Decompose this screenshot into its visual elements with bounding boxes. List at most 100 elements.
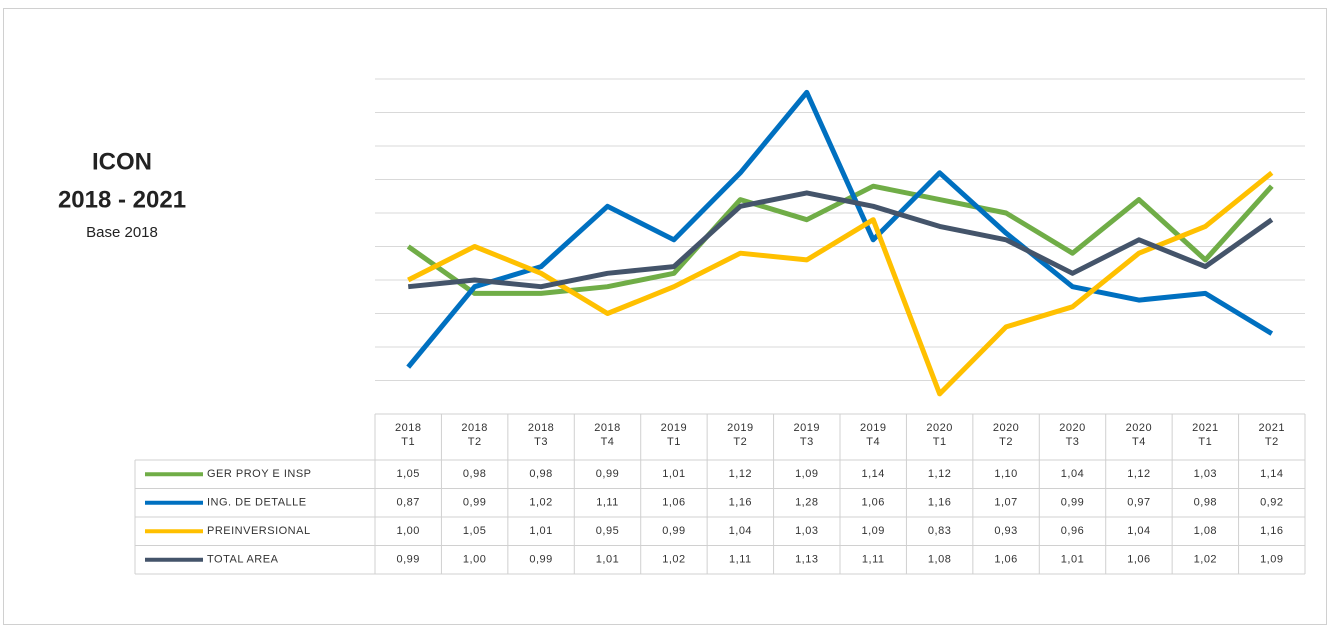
series-line [406, 183, 1274, 296]
data-label: 1,09 [1260, 554, 1283, 566]
x-tick-label-line: T3 [1066, 436, 1080, 448]
data-label: 1,06 [862, 497, 885, 509]
data-label: 0,98 [463, 468, 486, 480]
data-label: 1,11 [862, 554, 885, 566]
x-tick-label: 2019 T4 [860, 422, 886, 448]
x-tick-label-line: 2018 [461, 422, 487, 434]
data-label: 1,05 [397, 468, 420, 480]
frame [3, 8, 1327, 625]
x-tick-label-line: 2019 [727, 422, 753, 434]
x-tick-label-line: 2020 [1059, 422, 1085, 434]
x-tick-label-line: T2 [999, 436, 1013, 448]
data-label: 1,10 [994, 468, 1017, 480]
data-label: 1,07 [994, 497, 1017, 509]
data-label: 1,16 [928, 497, 951, 509]
data-label: 1,04 [1127, 525, 1150, 537]
data-label: 1,00 [397, 525, 420, 537]
x-tick-label-line: T1 [401, 436, 415, 448]
data-label: 0,96 [1061, 525, 1084, 537]
data-label: 1,14 [862, 468, 885, 480]
x-tick-label: 2019 T1 [661, 422, 687, 448]
data-label: 0,93 [994, 525, 1017, 537]
data-label: 1,04 [729, 525, 752, 537]
x-tick-label-line: T1 [933, 436, 947, 448]
x-tick-label: 2020 T2 [993, 422, 1019, 448]
x-tick-label: 2020 T4 [1126, 422, 1152, 448]
data-label: 1,03 [1194, 468, 1217, 480]
series-line [407, 190, 1274, 290]
data-label: 0,97 [1127, 497, 1150, 509]
x-tick-label: 2018 T4 [594, 422, 620, 448]
data-label: 1,01 [662, 468, 685, 480]
x-tick-label-line: 2018 [528, 422, 554, 434]
data-label: 0,99 [1061, 497, 1084, 509]
series-line [407, 170, 1274, 397]
data-label: 1,11 [596, 497, 619, 509]
data-label: 1,08 [928, 554, 951, 566]
x-tick-label-line: T3 [534, 436, 548, 448]
data-label: 1,12 [1127, 468, 1150, 480]
data-label: 1,01 [596, 554, 619, 566]
data-label: 1,14 [1260, 468, 1283, 480]
data-label: 1,13 [795, 554, 818, 566]
data-label: 0,98 [529, 468, 552, 480]
data-label: 1,09 [862, 525, 885, 537]
data-label: 1,16 [1260, 525, 1283, 537]
x-tick-label-line: 2020 [1126, 422, 1152, 434]
data-label: 1,05 [463, 525, 486, 537]
data-label: 0,99 [596, 468, 619, 480]
chart-title: ICON [92, 148, 152, 175]
x-tick-label: 2018 T3 [528, 422, 554, 448]
data-label: 1,00 [463, 554, 486, 566]
data-label: 1,09 [795, 468, 818, 480]
x-tick-label-line: 2018 [395, 422, 421, 434]
x-tick-label-line: 2020 [926, 422, 952, 434]
x-tick-label-line: 2020 [993, 422, 1019, 434]
x-tick-label-line: T2 [1265, 436, 1279, 448]
x-tick-label-line: T4 [866, 436, 880, 448]
data-label: 1,02 [662, 554, 685, 566]
x-tick-label-line: T1 [1198, 436, 1212, 448]
x-tick-label-line: T2 [733, 436, 747, 448]
legend-label: ING. DE DETALLE [207, 497, 307, 509]
x-tick-label-line: T1 [667, 436, 681, 448]
x-tick-label: 2020 T3 [1059, 422, 1085, 448]
data-label: 1,12 [928, 468, 951, 480]
x-tick-label-line: 2019 [661, 422, 687, 434]
x-tick-label: 2019 T3 [794, 422, 820, 448]
legend-label: GER PROY E INSP [207, 468, 312, 480]
x-tick-label-line: T4 [601, 436, 615, 448]
x-tick-label: 2021 T1 [1192, 422, 1218, 448]
x-tick-label: 2021 T2 [1259, 422, 1285, 448]
x-tick-label-line: T4 [1132, 436, 1146, 448]
chart-note: Base 2018 [86, 224, 158, 241]
legend-label: TOTAL AREA [207, 554, 279, 566]
data-label: 1,08 [1194, 525, 1217, 537]
legend-label: PREINVERSIONAL [207, 525, 311, 537]
data-label: 1,06 [1127, 554, 1150, 566]
data-label: 0,99 [662, 525, 685, 537]
data-label: 1,11 [729, 554, 752, 566]
x-tick-label-line: 2021 [1192, 422, 1218, 434]
x-tick-label: 2020 T1 [926, 422, 952, 448]
data-label: 1,06 [662, 497, 685, 509]
x-tick-label-line: 2021 [1259, 422, 1285, 434]
data-label: 0,99 [397, 554, 420, 566]
x-tick-label-line: T2 [468, 436, 482, 448]
data-label: 1,12 [729, 468, 752, 480]
x-tick-label-line: 2019 [794, 422, 820, 434]
x-tick-label: 2018 T2 [461, 422, 487, 448]
data-label: 0,98 [1194, 497, 1217, 509]
x-tick-label: 2019 T2 [727, 422, 753, 448]
data-label: 1,01 [1061, 554, 1084, 566]
data-label: 0,87 [397, 497, 420, 509]
series-line [406, 89, 1274, 369]
x-tick-label-line: T3 [800, 436, 814, 448]
data-label: 1,28 [795, 497, 818, 509]
data-label: 0,95 [596, 525, 619, 537]
data-label: 1,16 [729, 497, 752, 509]
data-label: 0,83 [928, 525, 951, 537]
x-tick-label-line: 2019 [860, 422, 886, 434]
x-tick-label-line: 2018 [594, 422, 620, 434]
